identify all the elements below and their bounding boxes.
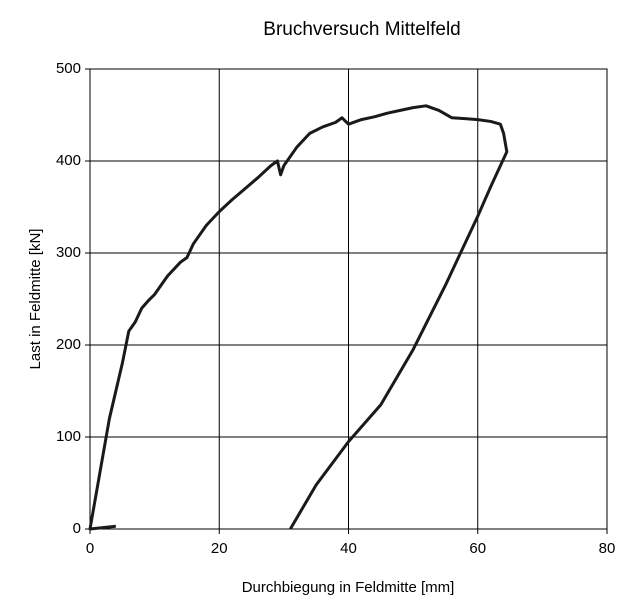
x-tick-label: 60: [469, 540, 486, 557]
y-tick-label: 300: [56, 244, 81, 261]
y-tick-label: 400: [56, 152, 81, 169]
y-tick-label: 200: [56, 336, 81, 353]
y-axis-label: Last in Feldmitte [kN]: [27, 229, 44, 370]
chart-title: Bruchversuch Mittelfeld: [263, 19, 460, 40]
x-tick-label: 0: [86, 540, 94, 557]
x-tick-label: 80: [599, 540, 616, 557]
y-tick-label: 100: [56, 428, 81, 445]
x-axis-label: Durchbiegung in Feldmitte [mm]: [242, 579, 455, 596]
x-tick-label: 40: [340, 540, 357, 557]
y-tick-label: 0: [73, 520, 81, 537]
x-tick-label: 20: [211, 540, 228, 557]
data-line: [88, 104, 509, 531]
y-tick-label: 500: [56, 60, 81, 77]
plot-frame: [89, 68, 608, 530]
